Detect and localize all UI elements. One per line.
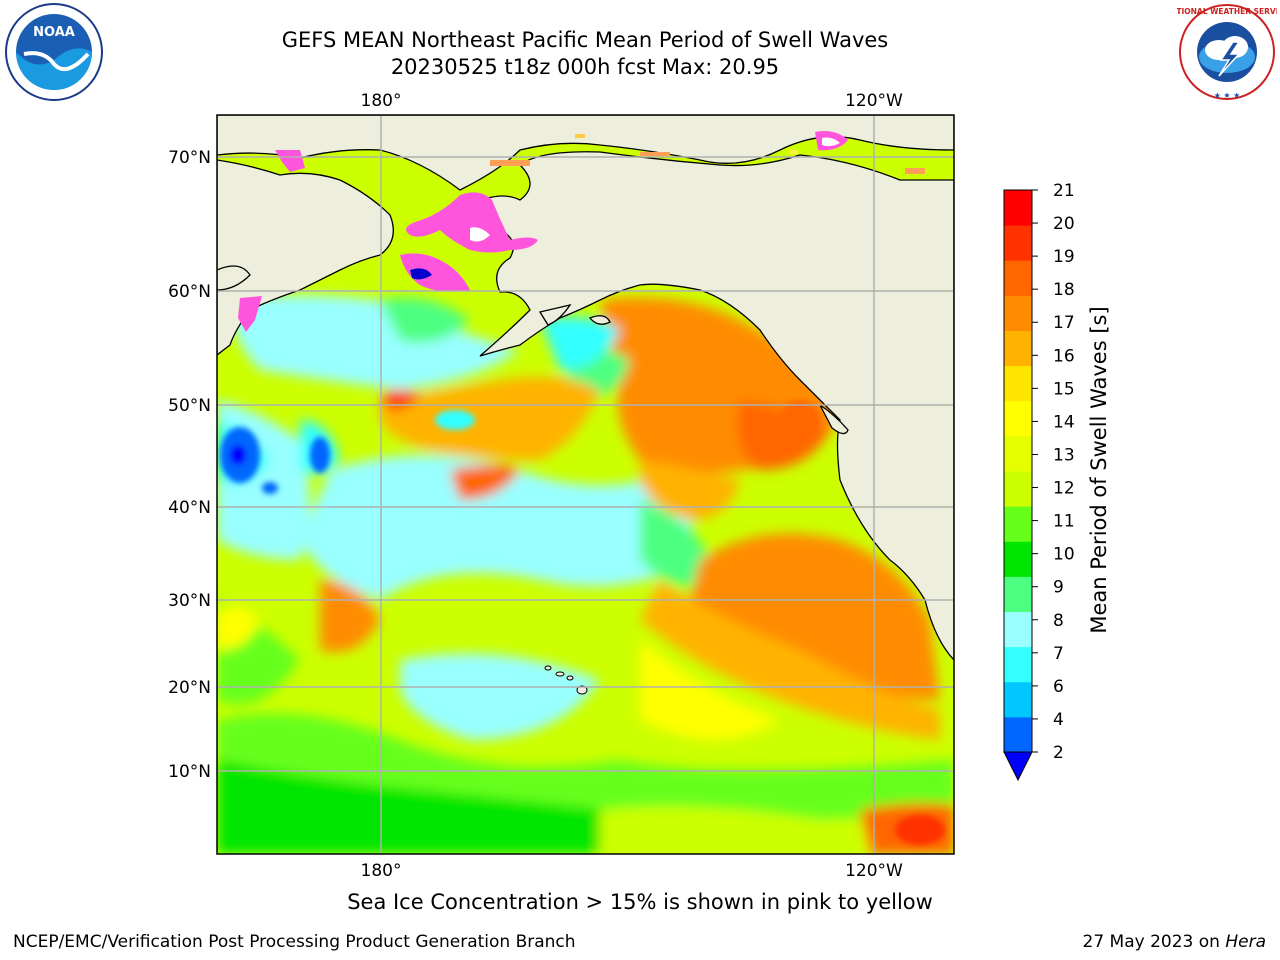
colorbar-tick-label: 16 bbox=[1053, 346, 1075, 366]
colorbar-tick-label: 19 bbox=[1053, 247, 1075, 267]
colorbar-tick-label: 8 bbox=[1053, 611, 1064, 631]
lat-label-50n: 50°N bbox=[168, 396, 211, 416]
colorbar-swatch bbox=[1004, 541, 1032, 577]
colorbar-tick-label: 13 bbox=[1053, 445, 1075, 465]
lat-label-10n: 10°N bbox=[168, 762, 211, 782]
colorbar-swatch bbox=[1004, 646, 1032, 683]
colorbar-tick-label: 2 bbox=[1053, 743, 1064, 763]
lat-label-30n: 30°N bbox=[168, 591, 211, 611]
colorbar-tick-label: 11 bbox=[1053, 512, 1075, 532]
colorbar-outline bbox=[1003, 189, 1033, 753]
sea-ice-caption: Sea Ice Concentration > 15% is shown in … bbox=[347, 890, 933, 914]
lon-label-bottom-180: 180° bbox=[361, 861, 402, 881]
axis-labels: 180° 120°W 180° 120°W 70°N 60°N 50°N 40°… bbox=[168, 91, 903, 881]
lat-label-70n: 70°N bbox=[168, 148, 211, 168]
colorbar-swatch bbox=[1004, 435, 1032, 472]
map-subtitle: 20230525 t18z 000h fcst Max: 20.95 bbox=[390, 55, 780, 79]
colorbar-tick-label: 9 bbox=[1053, 578, 1064, 598]
colorbar-swatch bbox=[1004, 576, 1032, 612]
colorbar-tick-label: 17 bbox=[1053, 313, 1075, 333]
lat-label-40n: 40°N bbox=[168, 498, 211, 518]
sea-ice-overlay bbox=[238, 131, 925, 332]
noaa-logo: NOAA bbox=[5, 3, 103, 101]
colorbar-swatch bbox=[1004, 400, 1032, 437]
colorbar-tick-label: 10 bbox=[1053, 545, 1075, 565]
colorbar-tick-label: 7 bbox=[1053, 644, 1064, 664]
svg-text:★ ★ ★: ★ ★ ★ bbox=[1214, 91, 1241, 100]
colorbar-swatch bbox=[1004, 681, 1032, 718]
lon-label-top-120w: 120°W bbox=[845, 91, 903, 111]
colorbar-label: Mean Period of Swell Waves [s] bbox=[1087, 306, 1111, 633]
nws-logo: ★ ★ ★ NATIONAL WEATHER SERVICE bbox=[1177, 4, 1277, 100]
swell-period-field bbox=[217, 115, 954, 854]
colorbar-swatch bbox=[1004, 611, 1032, 648]
colorbar-tick-label: 18 bbox=[1053, 280, 1075, 300]
lon-label-top-180: 180° bbox=[361, 91, 402, 111]
colorbar-swatch bbox=[1004, 330, 1032, 367]
colorbar-tick-label: 21 bbox=[1053, 181, 1075, 201]
lon-label-bottom-120w: 120°W bbox=[845, 861, 903, 881]
colorbar-swatch bbox=[1004, 295, 1032, 331]
footer-date-text: 27 May 2023 on bbox=[1082, 932, 1226, 952]
colorbar: 2 4 6 7 8 9 10 11 12 13 14 15 16 17 18 19 20 21 bbox=[1003, 181, 1075, 782]
map-frame bbox=[216, 114, 955, 855]
colorbar-swatch bbox=[1004, 365, 1032, 402]
colorbar-swatch bbox=[1004, 225, 1032, 261]
colorbar-tick-label: 15 bbox=[1053, 379, 1075, 399]
hawaiian-islands bbox=[544, 665, 588, 695]
colorbar-tick-label: 6 bbox=[1053, 677, 1064, 697]
colorbar-tick-label: 20 bbox=[1053, 214, 1075, 234]
noaa-logo-text: NOAA bbox=[33, 25, 75, 40]
colorbar-swatch bbox=[1004, 716, 1032, 753]
footer-host: Hera bbox=[1225, 932, 1266, 952]
lat-label-60n: 60°N bbox=[168, 282, 211, 302]
colorbar-tick-label: 4 bbox=[1053, 710, 1064, 730]
footer-date: 27 May 2023 on Hera bbox=[1083, 932, 1267, 952]
footer-credit: NCEP/EMC/Verification Post Processing Pr… bbox=[13, 932, 576, 952]
colorbar-swatch bbox=[1004, 190, 1032, 226]
graticule bbox=[217, 115, 954, 854]
colorbar-swatch bbox=[1004, 260, 1032, 296]
svg-text:NATIONAL WEATHER SERVICE: NATIONAL WEATHER SERVICE bbox=[1177, 7, 1277, 16]
colorbar-swatch bbox=[1004, 471, 1032, 507]
map-title: GEFS MEAN Northeast Pacific Mean Period … bbox=[281, 28, 889, 52]
colorbar-extend-arrow bbox=[1003, 751, 1033, 782]
colorbar-swatch bbox=[1004, 506, 1032, 542]
colorbar-tick-label: 12 bbox=[1053, 479, 1075, 499]
colorbar-tick-label: 14 bbox=[1053, 412, 1075, 432]
lat-label-20n: 20°N bbox=[168, 678, 211, 698]
